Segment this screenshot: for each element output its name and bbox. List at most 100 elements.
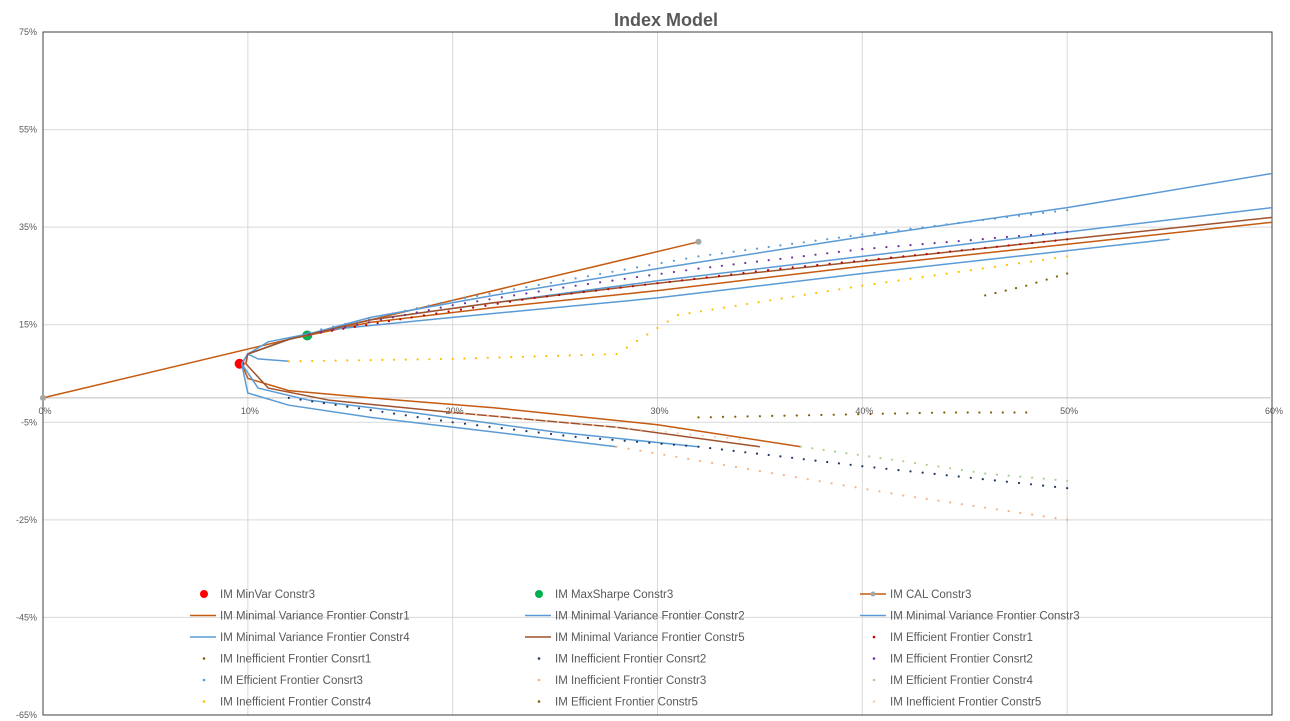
data-point: [990, 411, 993, 414]
data-point: [603, 425, 606, 428]
data-point: [881, 412, 884, 415]
data-point: [711, 308, 714, 311]
data-point: [993, 479, 997, 482]
data-point: [879, 457, 882, 460]
data-point: [1035, 281, 1038, 284]
data-point: [668, 280, 671, 283]
data-point: [570, 292, 573, 295]
data-point: [960, 468, 963, 472]
data-point: [853, 260, 856, 263]
y-tick-label: -5%: [21, 417, 37, 427]
data-point: [685, 444, 688, 447]
data-point: [816, 263, 819, 267]
data-point: [897, 469, 900, 472]
data-point: [648, 274, 651, 277]
data-point: [488, 425, 491, 428]
data-point: [780, 297, 783, 300]
data-point: [500, 427, 503, 430]
data-point: [594, 289, 598, 292]
legend-label: IM Efficient Frontier Consrt2: [890, 654, 1033, 666]
data-point: [603, 353, 606, 356]
data-point: [738, 438, 741, 441]
data-point: [921, 276, 924, 279]
data-point: [592, 353, 595, 356]
data-point: [838, 288, 841, 291]
data-point: [1031, 513, 1034, 516]
data-point: [966, 411, 969, 414]
data-point: [769, 299, 772, 302]
data-point: [734, 465, 738, 469]
data-point: [758, 415, 762, 418]
data-point: [925, 497, 928, 500]
data-point: [545, 419, 548, 422]
data-point: [580, 422, 583, 426]
x-tick-label: 40%: [855, 406, 873, 416]
data-point: [1042, 477, 1045, 480]
data-point: [625, 346, 628, 349]
data-point: [379, 318, 383, 321]
legend-entry: IM Inefficient Frontier Constr5: [872, 697, 1041, 709]
data-point: [1066, 518, 1069, 521]
data-point: [556, 420, 560, 423]
data-point: [676, 313, 680, 317]
data-point: [556, 354, 560, 357]
legend-label: IM Minimal Variance Frontier Constr4: [220, 632, 410, 644]
data-point: [537, 431, 540, 434]
data-point: [803, 293, 806, 296]
data-point: [820, 413, 823, 417]
data-point: [619, 286, 622, 289]
data-point: [381, 358, 384, 361]
data-point: [779, 455, 782, 458]
data-point: [332, 325, 335, 328]
data-point: [675, 455, 678, 458]
legend-entry: IM MaxSharpe Constr3: [535, 589, 673, 601]
data-point: [484, 304, 487, 307]
legend-swatch: [535, 590, 543, 598]
data-point: [344, 326, 347, 329]
data-point: [713, 435, 717, 438]
data-point: [356, 320, 359, 323]
legend-entry: IM Efficient Frontier Consrt2: [872, 654, 1033, 666]
legend-entry: IM CAL Constr3: [860, 589, 971, 601]
data-point: [592, 424, 595, 427]
data-point: [782, 474, 785, 477]
data-point: [995, 245, 999, 248]
data-point: [562, 286, 565, 289]
data-point: [381, 410, 384, 413]
data-point: [1017, 262, 1021, 265]
data-point: [1031, 241, 1034, 245]
data-point: [1007, 474, 1010, 477]
data-point: [574, 435, 577, 438]
data-point: [533, 355, 536, 358]
data-point: [732, 250, 735, 253]
data-point: [672, 259, 676, 262]
data-point: [828, 262, 831, 265]
data-point: [993, 265, 997, 268]
data-point: [1029, 483, 1033, 486]
data-point: [1054, 239, 1057, 242]
data-point: [771, 414, 774, 417]
legend-swatch-marker: [870, 591, 876, 597]
data-point: [521, 355, 525, 358]
legend-label: IM MinVar Constr3: [220, 589, 315, 601]
data-point: [334, 359, 337, 362]
data-point: [451, 357, 454, 360]
data-point: [1042, 211, 1045, 214]
data-point: [500, 290, 503, 293]
data-point: [513, 288, 516, 291]
data-point: [945, 272, 948, 275]
data-point: [826, 252, 829, 255]
data-point: [866, 488, 869, 491]
data-point: [660, 261, 663, 265]
data-point: [342, 327, 345, 330]
data-point: [451, 304, 454, 307]
data-point: [533, 296, 536, 299]
data-point: [746, 467, 750, 471]
data-point: [857, 413, 860, 416]
series-line: [244, 216, 1273, 448]
data-point: [720, 448, 724, 451]
data-point: [984, 294, 987, 297]
data-point: [322, 402, 325, 405]
legend-label: IM Inefficient Frontier Consrt1: [220, 654, 371, 666]
data-point: [1025, 411, 1028, 414]
